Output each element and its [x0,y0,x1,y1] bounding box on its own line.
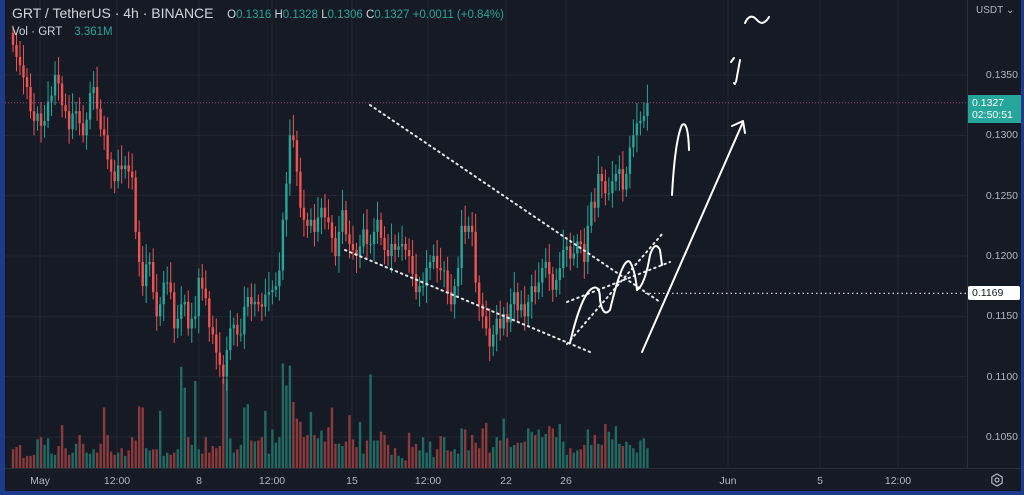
close-value: 0.1327 [374,9,410,21]
time-tick: 15 [346,475,358,487]
price-axis[interactable]: USDT ⌄ 0.1327 02:50:51 0.1169 0.1350 0.13… [967,0,1022,468]
time-tick: 12:00 [884,475,912,487]
time-tick: 22 [500,475,512,487]
window-border-bottom [0,491,1024,495]
price-tick: 0.1350 [985,69,1018,81]
symbol-legend: GRT / TetherUS · 4h · BINANCE O0.1316 H0… [12,5,504,21]
window-border-right [1021,0,1024,495]
currency-label: USDT [976,5,1004,16]
price-tick: 0.1050 [985,431,1018,443]
gear-icon[interactable] [990,473,1004,487]
time-tick: 12:00 [414,475,442,487]
change-value: +0.0011 (+0.84%) [412,9,504,21]
volume-legend[interactable]: Vol · GRT 3.361M [12,26,113,38]
horizontal-line-price-tag[interactable]: 0.1169 [968,286,1020,301]
current-price-tag: 0.1327 02:50:51 [968,94,1022,123]
time-tick: Jun [719,475,737,487]
low-value: 0.1306 [327,9,363,21]
high-label: H [274,9,283,21]
time-tick: 12:00 [103,475,131,487]
ohlc-values: O0.1316 H0.1328 L0.1306 C0.1327 +0.0011 … [227,9,504,21]
close-label: C [365,9,375,21]
time-axis[interactable]: May 12:00 8 12:00 15 12:00 22 26 Jun 5 12:00 [5,468,1021,492]
open-label: O [227,9,237,21]
price-tick: 0.1250 [985,189,1018,202]
time-tick: 5 [817,475,823,487]
time-tick: 26 [560,475,572,487]
low-label: L [321,9,328,21]
candlestick-chart[interactable] [5,0,967,468]
time-tick: May [30,475,50,487]
bar-countdown: 02:50:51 [972,108,1013,121]
price-chart-pane[interactable] [5,0,967,468]
time-tick: 8 [196,475,202,487]
high-value: 0.1328 [282,9,318,21]
time-tick: 12:00 [258,475,286,487]
price-tick: 0.1100 [986,370,1018,383]
price-tick: 0.1300 [985,129,1018,142]
price-tick: 0.1200 [985,250,1018,262]
price-tick: 0.1150 [986,310,1018,323]
volume-value: 3.361M [74,26,113,38]
volume-label: Vol · GRT [12,26,63,38]
open-value: 0.1316 [236,9,272,21]
chevron-down-icon: ⌄ [1005,5,1015,16]
symbol-title[interactable]: GRT / TetherUS · 4h · BINANCE [12,5,214,21]
current-price: 0.1327 [972,96,1005,109]
currency-selector[interactable]: USDT ⌄ [976,5,1014,16]
window-border-left [0,0,5,495]
